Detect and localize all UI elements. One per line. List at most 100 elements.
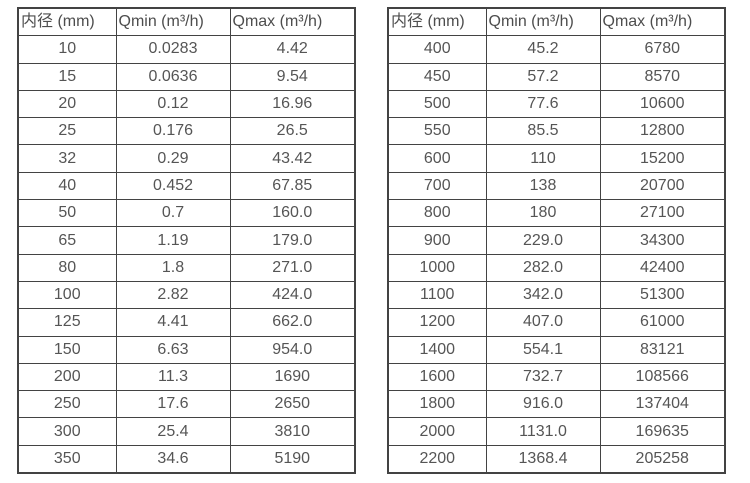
table-cell: 954.0 [229, 335, 356, 364]
table-cell: 25 [17, 117, 117, 146]
table-cell: 916.0 [485, 390, 601, 419]
table-cell: 138 [485, 171, 601, 201]
table-cell: 8570 [599, 62, 726, 91]
table-cell: 169635 [599, 417, 726, 446]
table-cell: 85.5 [485, 117, 601, 146]
table-row: 1800 916.0 137404 [387, 390, 726, 419]
table-cell: 2200 [387, 444, 487, 474]
flow-table-large-diameters: 内径 (mm) Qmin (m³/h) Qmax (m³/h) 400 45.2 6… [387, 7, 726, 475]
table-cell: 1.19 [115, 226, 231, 255]
table-cell: 15 [17, 62, 117, 91]
table-cell: 0.0636 [115, 62, 231, 91]
flow-table-small-diameters: 内径 (mm) Qmin (m³/h) Qmax (m³/h) 10 0.0283… [17, 7, 356, 475]
table-cell: 26.5 [229, 117, 356, 146]
table-cell: 20700 [599, 171, 726, 201]
table-row: 1200 407.0 61000 [387, 308, 726, 337]
table-cell: 10600 [599, 89, 726, 119]
table-cell: 67.85 [229, 171, 356, 201]
table-cell: 400 [387, 35, 487, 64]
header-row: 内径 (mm) Qmin (m³/h) Qmax (m³/h) [17, 7, 356, 37]
table-body: 400 45.2 6780 450 57.2 8570 500 77.6 10600 550 85.… [387, 35, 726, 474]
table-cell: 11.3 [115, 362, 231, 392]
table-row: 15 0.0636 9.54 [17, 62, 356, 91]
table-cell: 1100 [387, 280, 487, 310]
table-row: 40 0.452 67.85 [17, 171, 356, 201]
table-cell: 16.96 [229, 89, 356, 119]
table-cell: 9.54 [229, 62, 356, 91]
table-cell: 12800 [599, 117, 726, 146]
table-cell: 43.42 [229, 144, 356, 173]
table-cell: 500 [387, 89, 487, 119]
table-cell: 1368.4 [485, 444, 601, 474]
table-cell: 61000 [599, 308, 726, 337]
table-cell: 200 [17, 362, 117, 392]
table-row: 100 2.82 424.0 [17, 280, 356, 310]
table-row: 50 0.7 160.0 [17, 199, 356, 228]
table-cell: 1800 [387, 390, 487, 419]
table-cell: 77.6 [485, 89, 601, 119]
table-cell: 600 [387, 144, 487, 173]
table-row: 1100 342.0 51300 [387, 280, 726, 310]
table-cell: 2650 [229, 390, 356, 419]
table-row: 550 85.5 12800 [387, 117, 726, 146]
table-cell: 110 [485, 144, 601, 173]
table-cell: 450 [387, 62, 487, 91]
table-cell: 205258 [599, 444, 726, 474]
table-cell: 25.4 [115, 417, 231, 446]
table-cell: 0.0283 [115, 35, 231, 64]
table-cell: 137404 [599, 390, 726, 419]
table-cell: 1.8 [115, 253, 231, 282]
table-row: 700 138 20700 [387, 171, 726, 201]
table-row: 500 77.6 10600 [387, 89, 726, 119]
table-row: 125 4.41 662.0 [17, 308, 356, 337]
table-cell: 554.1 [485, 335, 601, 364]
table-row: 1600 732.7 108566 [387, 362, 726, 392]
table-cell: 1600 [387, 362, 487, 392]
table-cell: 4.42 [229, 35, 356, 64]
table-cell: 108566 [599, 362, 726, 392]
table-cell: 342.0 [485, 280, 601, 310]
table-cell: 0.176 [115, 117, 231, 146]
col-header-qmax: Qmax (m³/h) [599, 7, 726, 37]
col-header-qmax: Qmax (m³/h) [229, 7, 356, 37]
table-cell: 100 [17, 280, 117, 310]
table-cell: 350 [17, 444, 117, 474]
table-row: 300 25.4 3810 [17, 417, 356, 446]
table-cell: 0.7 [115, 199, 231, 228]
table-cell: 3810 [229, 417, 356, 446]
table-row: 65 1.19 179.0 [17, 226, 356, 255]
table-cell: 17.6 [115, 390, 231, 419]
table-cell: 1131.0 [485, 417, 601, 446]
table-cell: 179.0 [229, 226, 356, 255]
table-row: 900 229.0 34300 [387, 226, 726, 255]
table-cell: 57.2 [485, 62, 601, 91]
table-cell: 282.0 [485, 253, 601, 282]
table-cell: 229.0 [485, 226, 601, 255]
table-cell: 424.0 [229, 280, 356, 310]
table-cell: 800 [387, 199, 487, 228]
table-row: 80 1.8 271.0 [17, 253, 356, 282]
table-cell: 180 [485, 199, 601, 228]
table-cell: 0.12 [115, 89, 231, 119]
table-cell: 5190 [229, 444, 356, 474]
table-cell: 42400 [599, 253, 726, 282]
table-cell: 2000 [387, 417, 487, 446]
table-cell: 0.29 [115, 144, 231, 173]
table-cell: 271.0 [229, 253, 356, 282]
table-cell: 32 [17, 144, 117, 173]
table-cell: 20 [17, 89, 117, 119]
table-cell: 6.63 [115, 335, 231, 364]
table-cell: 732.7 [485, 362, 601, 392]
table-cell: 160.0 [229, 199, 356, 228]
table-body: 10 0.0283 4.42 15 0.0636 9.54 20 0.12 16.96 25 0.1… [17, 35, 356, 474]
table-cell: 10 [17, 35, 117, 64]
table-cell: 80 [17, 253, 117, 282]
table-cell: 65 [17, 226, 117, 255]
table-cell: 125 [17, 308, 117, 337]
table-cell: 6780 [599, 35, 726, 64]
table-cell: 900 [387, 226, 487, 255]
table-row: 200 11.3 1690 [17, 362, 356, 392]
table-row: 400 45.2 6780 [387, 35, 726, 64]
table-cell: 27100 [599, 199, 726, 228]
